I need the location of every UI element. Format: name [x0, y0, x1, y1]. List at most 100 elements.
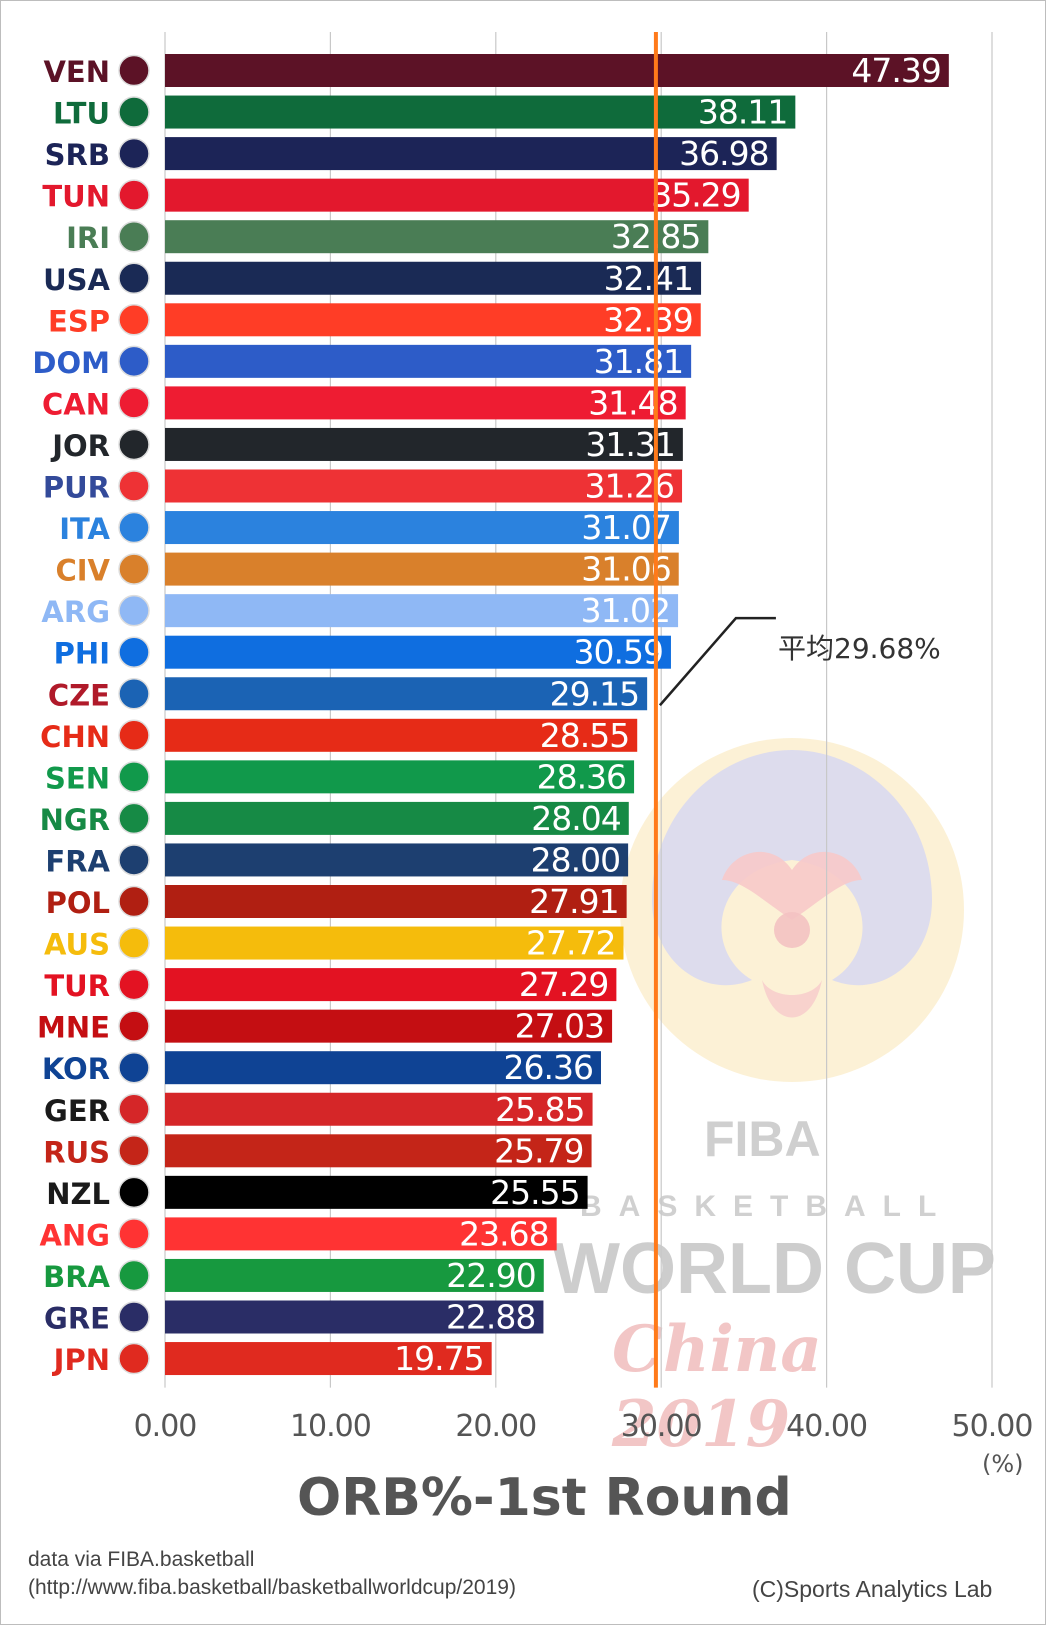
flag-icon — [118, 927, 150, 959]
bar-value-label: 26.36 — [504, 1048, 593, 1087]
bars-group: 47.3938.1136.9835.2932.8532.4132.3931.81… — [165, 51, 949, 1378]
bar — [165, 1342, 492, 1376]
country-label: RUS — [43, 1135, 110, 1169]
country-label: CHN — [40, 720, 110, 754]
x-tick-label: 0.00 — [134, 1409, 197, 1440]
flag-icon — [118, 470, 150, 502]
flag-icon — [118, 761, 150, 793]
bar — [165, 54, 949, 87]
country-label: JPN — [52, 1343, 110, 1377]
bar — [165, 677, 648, 711]
bar — [165, 511, 679, 545]
flag-icon — [118, 1259, 150, 1292]
bar — [165, 303, 701, 337]
country-label: SEN — [45, 761, 110, 795]
country-label: TUR — [44, 969, 110, 1003]
average-label: 平均29.68% — [778, 632, 941, 665]
bar-value-label: 31.81 — [594, 342, 683, 381]
flag-icon — [118, 137, 150, 170]
bar — [165, 220, 709, 254]
flag-icon — [118, 719, 150, 752]
country-label: ESP — [48, 304, 110, 338]
country-label: TUN — [42, 180, 110, 214]
bar-value-label: 36.98 — [679, 134, 768, 173]
country-label: DOM — [32, 346, 110, 380]
bar — [165, 1300, 544, 1334]
flag-icon — [118, 262, 150, 294]
bar — [165, 137, 777, 171]
bar-value-label: 31.31 — [585, 425, 674, 464]
bar — [165, 718, 638, 752]
average-line-group — [653, 32, 776, 1388]
bar-value-label: 28.04 — [531, 799, 620, 838]
flag-icon — [118, 54, 150, 87]
country-label: SRB — [45, 138, 110, 172]
x-tick-label: 50.00 — [952, 1409, 1033, 1440]
bar-value-label: 22.88 — [446, 1298, 535, 1337]
bar-value-label: 28.00 — [531, 840, 620, 879]
bar — [165, 968, 617, 1002]
flag-icon — [118, 1051, 150, 1084]
bar-value-label: 28.36 — [537, 757, 626, 796]
flag-icon — [118, 1093, 150, 1125]
bar — [165, 469, 683, 503]
flag-icon — [118, 428, 150, 461]
x-tick-label: 10.00 — [290, 1409, 371, 1440]
flag-icon — [118, 1342, 150, 1375]
country-label: GER — [44, 1094, 110, 1128]
flag-icon — [118, 1301, 150, 1333]
bar — [165, 427, 683, 461]
flag-icon — [118, 802, 150, 835]
bar-value-label: 27.03 — [515, 1007, 604, 1046]
bar — [165, 344, 692, 378]
country-label: CIV — [55, 554, 110, 588]
bar-value-label: 27.72 — [526, 924, 615, 963]
country-label: JOR — [50, 429, 110, 463]
source-url: (http://www.fiba.basketball/basketballwo… — [28, 1576, 516, 1599]
bar-value-label: 25.55 — [490, 1173, 579, 1212]
source-credit: data via FIBA.basketball — [28, 1548, 255, 1571]
x-ticks-group: 0.00 10.00 20.00 30.00 40.00 50.00 — [134, 1409, 1034, 1440]
country-label: MNE — [37, 1011, 110, 1045]
bar — [165, 1051, 601, 1085]
bar — [165, 1009, 613, 1043]
bar-value-label: 47.39 — [851, 51, 940, 90]
country-label: ARG — [41, 595, 110, 629]
flag-icon — [118, 968, 150, 1001]
bar-value-label: 30.59 — [573, 633, 662, 672]
country-label: PUR — [43, 471, 110, 505]
bar — [165, 843, 629, 877]
x-tick-label: 40.00 — [786, 1409, 867, 1440]
country-label: CZE — [48, 678, 110, 712]
bar-value-label: 27.29 — [519, 965, 608, 1004]
country-label: CAN — [42, 387, 110, 421]
bar — [165, 594, 679, 628]
flag-icon — [118, 511, 150, 544]
country-labels-group: VEN LTU SRB TUN IRI USA ESP DOM CAN JOR PUR ITA CIV A… — [32, 55, 110, 1377]
bar — [165, 1134, 592, 1168]
x-tick-label: 20.00 — [455, 1409, 536, 1440]
bar — [165, 635, 671, 669]
bar — [165, 760, 635, 794]
bar — [165, 1092, 593, 1126]
country-label: LTU — [53, 97, 110, 131]
bar — [165, 1175, 588, 1209]
country-label: IRI — [66, 221, 110, 255]
flag-icon — [118, 345, 150, 378]
country-label: BRA — [43, 1260, 110, 1294]
bar-value-label: 22.90 — [446, 1256, 535, 1295]
country-label: AUS — [44, 928, 110, 962]
bar-value-label: 29.15 — [550, 674, 639, 713]
flag-icon — [118, 885, 150, 918]
average-callout-line — [658, 616, 776, 707]
flags-group — [118, 54, 150, 1375]
country-label: USA — [43, 263, 110, 297]
country-label: NZL — [46, 1177, 110, 1211]
flag-icon — [118, 594, 150, 627]
country-label: FRA — [45, 844, 110, 878]
bar-value-label: 32.41 — [604, 259, 693, 298]
flag-icon — [118, 678, 150, 710]
flag-icon — [118, 1218, 150, 1250]
country-label: NGR — [40, 803, 110, 837]
country-label: GRE — [44, 1302, 110, 1336]
